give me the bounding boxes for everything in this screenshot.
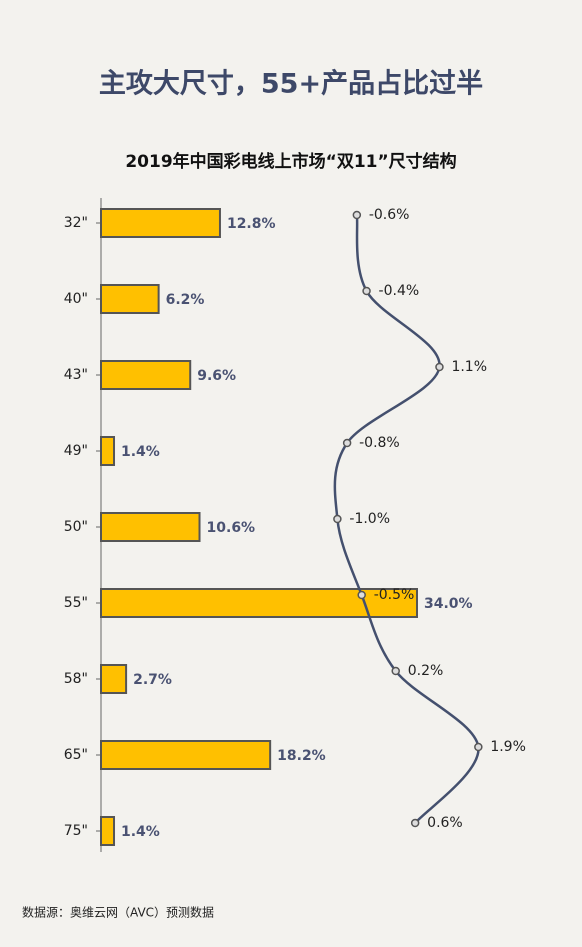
- bar: [100, 588, 418, 618]
- line-marker: [410, 818, 420, 828]
- y-tick-label: 55": [64, 595, 88, 611]
- value-label: 1.9%: [490, 739, 526, 755]
- bar: [100, 208, 221, 238]
- y-tick-label: 50": [64, 519, 88, 535]
- y-tick-label: 40": [64, 291, 88, 307]
- headline: 主攻大尺寸，55+产品占比过半: [99, 69, 483, 100]
- line-marker: [435, 362, 444, 372]
- y-tick-label: 49": [64, 443, 88, 459]
- value-label: 1.1%: [451, 359, 487, 375]
- y-tick-label: 75": [64, 823, 88, 839]
- value-label: 10.6%: [207, 520, 256, 536]
- value-label: -0.5%: [374, 587, 415, 603]
- line-marker: [391, 666, 400, 676]
- value-label: 2.7%: [133, 672, 172, 688]
- bar: [100, 284, 160, 314]
- value-label: 12.8%: [227, 216, 276, 232]
- bar: [100, 740, 272, 770]
- value-label: -0.4%: [379, 283, 420, 299]
- value-label: 34.0%: [424, 596, 473, 612]
- line-marker: [357, 590, 366, 600]
- bar: [100, 360, 192, 390]
- value-label: 0.2%: [408, 663, 444, 679]
- value-label: 9.6%: [197, 368, 236, 384]
- line-marker: [362, 286, 371, 296]
- line-marker: [474, 742, 483, 752]
- bar: [100, 816, 116, 846]
- bar: [100, 436, 116, 466]
- y-tick-label: 32": [64, 215, 88, 231]
- source-note: 数据源：奥维云网（AVC）预测数据: [22, 905, 214, 920]
- bar: [100, 512, 201, 542]
- bar: [100, 664, 128, 694]
- y-tick-label: 43": [64, 367, 88, 383]
- line-marker: [352, 210, 362, 220]
- chart-title: 2019年中国彩电线上市场“双11”尺寸结构: [125, 151, 456, 172]
- value-label: -0.8%: [359, 435, 400, 451]
- value-label: 6.2%: [166, 292, 205, 308]
- value-label: 1.4%: [121, 824, 160, 840]
- value-label: 0.6%: [427, 815, 463, 831]
- y-tick-label: 65": [64, 747, 88, 763]
- line-marker: [333, 514, 342, 524]
- value-label: -0.6%: [369, 207, 410, 223]
- y-tick-label: 58": [64, 671, 88, 687]
- line-marker: [342, 438, 352, 448]
- value-label: 1.4%: [121, 444, 160, 460]
- value-label: -1.0%: [349, 511, 390, 527]
- value-label: 18.2%: [277, 748, 326, 764]
